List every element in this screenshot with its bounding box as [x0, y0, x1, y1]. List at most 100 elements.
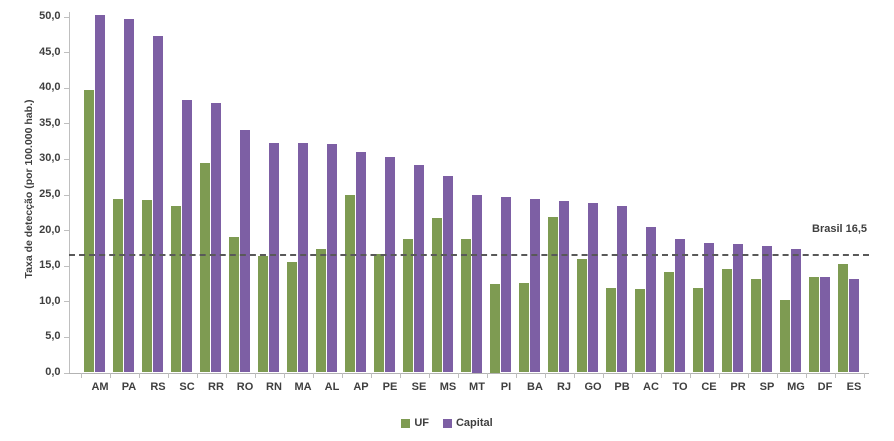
x-tick: [776, 372, 778, 378]
bar-capital-PA: [124, 18, 134, 373]
x-tick: [660, 372, 662, 378]
x-tick: [573, 372, 575, 378]
bar-capital-SC: [182, 99, 192, 373]
bar-capital-BA: [530, 199, 540, 373]
bar-uf-SC: [171, 205, 181, 373]
x-label-SE: SE: [411, 380, 427, 393]
y-tick: [63, 230, 69, 232]
x-label-DF: DF: [817, 380, 833, 393]
y-tick-label: 25,0: [39, 188, 61, 200]
bar-capital-SE: [414, 165, 424, 373]
bar-capital-TO: [675, 239, 685, 373]
x-tick: [747, 372, 749, 378]
bar-uf-MS: [432, 217, 442, 373]
x-label-AL: AL: [324, 380, 340, 393]
bar-uf-MG: [780, 299, 790, 373]
bar-capital-PB: [617, 205, 627, 373]
x-axis-line: [68, 372, 869, 374]
x-label-MA: MA: [294, 380, 312, 393]
y-tick: [63, 52, 69, 54]
bar-capital-PR: [733, 243, 743, 373]
bar-capital-MT: [472, 194, 482, 373]
bar-uf-RO: [229, 237, 239, 373]
x-label-AP: AP: [353, 380, 369, 393]
x-tick: [718, 372, 720, 378]
bar-uf-AP: [345, 195, 355, 373]
x-tick: [225, 372, 227, 378]
bar-uf-MA: [287, 262, 297, 373]
bar-capital-ES: [849, 278, 859, 373]
bar-uf-PB: [606, 288, 616, 373]
bar-capital-SP: [762, 245, 772, 373]
bar-uf-SP: [751, 278, 761, 373]
x-label-PE: PE: [382, 380, 398, 393]
bar-capital-MA: [298, 142, 308, 373]
y-tick-label: 10,0: [39, 294, 61, 307]
y-tick-label: 20,0: [39, 223, 61, 236]
bar-uf-RR: [200, 163, 210, 373]
legend-label-capital: Capital: [455, 417, 493, 429]
bar-capital-MG: [791, 249, 801, 373]
x-label-ES: ES: [846, 380, 862, 393]
x-tick: [602, 372, 604, 378]
x-tick: [312, 372, 314, 378]
bar-uf-CE: [693, 288, 703, 373]
legend-label-uf: UF: [414, 417, 429, 429]
y-tick-label: 40,0: [39, 81, 61, 94]
bar-capital-AL: [327, 143, 337, 373]
x-label-BA: BA: [527, 380, 543, 393]
x-label-RS: RS: [150, 380, 166, 393]
y-tick-label: 50,0: [39, 10, 61, 22]
legend-item-capital: Capital: [442, 417, 493, 429]
bar-uf-PA: [113, 199, 123, 373]
x-label-PI: PI: [500, 380, 512, 393]
x-label-MG: MG: [787, 380, 805, 393]
y-tick: [63, 265, 69, 267]
reference-line-label: Brasil 16,5: [812, 223, 868, 235]
y-tick-label: 35,0: [39, 116, 61, 129]
bar-capital-RO: [240, 129, 250, 373]
x-tick: [544, 372, 546, 378]
bar-capital-MS: [443, 175, 453, 373]
x-tick: [80, 372, 82, 378]
x-label-MT: MT: [469, 380, 485, 393]
bar-uf-RS: [142, 200, 152, 373]
x-tick: [254, 372, 256, 378]
bar-uf-GO: [577, 259, 587, 373]
x-label-RN: RN: [266, 380, 282, 393]
x-tick: [283, 372, 285, 378]
bar-capital-RR: [211, 102, 221, 373]
bar-capital-CE: [704, 242, 714, 373]
x-tick: [486, 372, 488, 378]
x-tick: [863, 372, 865, 378]
bar-capital-AP: [356, 152, 366, 373]
bar-capital-PE: [385, 157, 395, 373]
x-tick: [109, 372, 111, 378]
x-label-RR: RR: [208, 380, 224, 393]
x-tick: [399, 372, 401, 378]
bar-uf-RJ: [548, 216, 558, 373]
y-tick-label: 5,0: [45, 330, 61, 343]
reference-line: [68, 254, 869, 257]
y-tick-label: 15,0: [39, 259, 61, 272]
bar-uf-PI: [490, 283, 500, 373]
y-tick-label: 0,0: [45, 366, 61, 378]
x-tick: [428, 372, 430, 378]
x-tick: [515, 372, 517, 378]
bar-capital-AC: [646, 227, 656, 373]
x-tick: [689, 372, 691, 378]
x-tick: [138, 372, 140, 378]
legend-swatch-capital: [442, 418, 452, 428]
y-tick: [63, 87, 69, 89]
x-label-PB: PB: [614, 380, 630, 393]
bar-uf-AC: [635, 289, 645, 373]
bar-uf-PE: [374, 254, 384, 373]
y-axis-line: [68, 11, 70, 373]
x-label-AM: AM: [91, 380, 109, 393]
x-tick: [457, 372, 459, 378]
legend-item-uf: UF: [401, 417, 429, 429]
bar-uf-RN: [258, 256, 268, 373]
x-label-RJ: RJ: [556, 380, 572, 393]
y-tick: [63, 123, 69, 125]
y-tick: [63, 336, 69, 338]
